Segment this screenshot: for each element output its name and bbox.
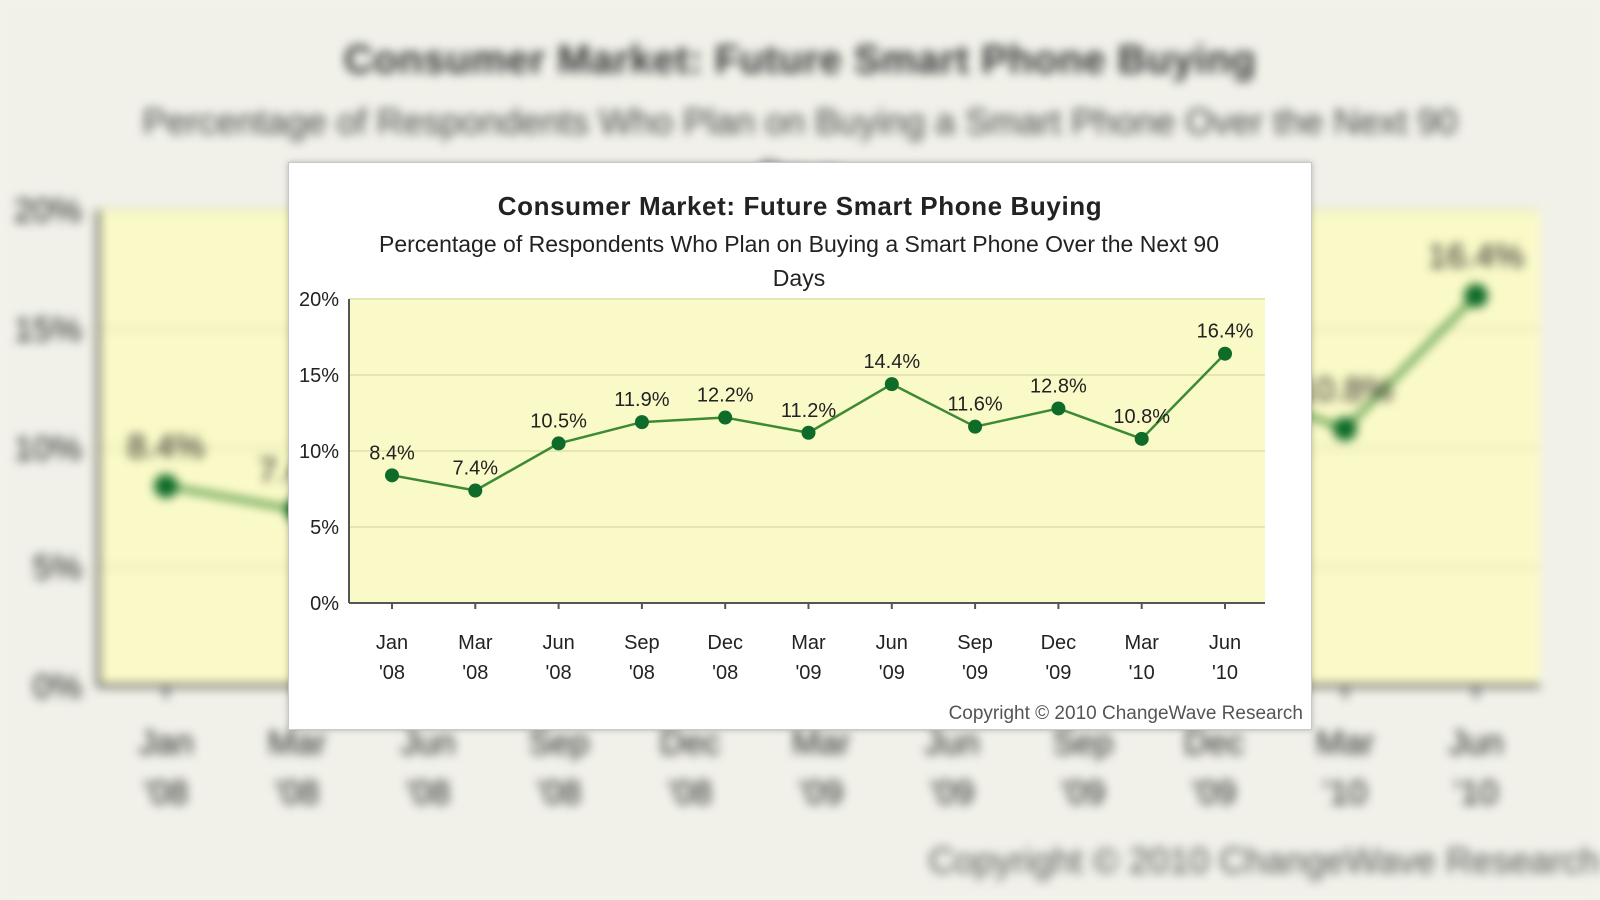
backdrop-subtitle: Percentage of Respondents Who Plan on Bu… bbox=[142, 101, 1458, 194]
x-tick-label-year: '08 bbox=[546, 662, 572, 684]
chart-title: Consumer Market: Future Smart Phone Buyi… bbox=[497, 191, 1103, 221]
backdrop-y-tick-label: 0% bbox=[33, 668, 82, 706]
backdrop-x-tick-label-year: '08 bbox=[406, 774, 450, 812]
data-point bbox=[1051, 401, 1066, 416]
backdrop-x-tick-label-month: Jun bbox=[401, 724, 456, 762]
data-label: 10.5% bbox=[530, 410, 587, 432]
y-tick-label: 5% bbox=[310, 517, 339, 539]
data-label: 16.4% bbox=[1197, 321, 1254, 343]
x-tick-label-month: Jun bbox=[1209, 632, 1241, 654]
chart-subtitle: Percentage of Respondents Who Plan on Bu… bbox=[379, 231, 1219, 291]
x-tick-label-month: Mar bbox=[791, 632, 826, 654]
backdrop-data-point bbox=[154, 474, 178, 499]
x-tick-label-year: '09 bbox=[1045, 662, 1071, 684]
x-tick-label-month: Dec bbox=[1041, 632, 1077, 654]
data-label: 12.2% bbox=[697, 385, 754, 407]
backdrop-x-tick-label-year: '09 bbox=[1192, 774, 1236, 812]
x-tick-label-month: Jan bbox=[376, 632, 408, 654]
chart-card: Consumer Market: Future Smart Phone Buyi… bbox=[288, 162, 1312, 730]
backdrop-y-tick-label: 15% bbox=[14, 311, 82, 349]
data-point bbox=[468, 483, 483, 498]
x-tick-label-year: '08 bbox=[379, 662, 405, 684]
backdrop-x-tick-label-month: Jan bbox=[139, 724, 194, 762]
backdrop-x-tick-label-month: Dec bbox=[660, 724, 720, 762]
x-tick-label-year: '08 bbox=[712, 662, 738, 684]
backdrop-y-tick-label: 20% bbox=[14, 192, 82, 230]
backdrop-x-tick-label-year: '08 bbox=[537, 774, 581, 812]
x-tick-label-month: Sep bbox=[957, 632, 993, 654]
backdrop-x-tick-label-month: Mar bbox=[268, 724, 327, 762]
backdrop-x-tick-label-month: Sep bbox=[529, 724, 590, 762]
x-tick-label-year: '09 bbox=[962, 662, 988, 684]
data-point bbox=[1218, 346, 1232, 361]
y-tick-label: 0% bbox=[310, 593, 339, 615]
backdrop-x-tick-label-year: '08 bbox=[668, 774, 712, 812]
backdrop-x-tick-label-month: Mar bbox=[792, 724, 851, 762]
backdrop-data-label: 8.4% bbox=[127, 428, 205, 466]
data-point bbox=[385, 468, 399, 483]
backdrop-data-label: 16.4% bbox=[1428, 238, 1524, 276]
x-tick-label-year: '10 bbox=[1212, 662, 1238, 684]
data-label: 7.4% bbox=[453, 458, 499, 480]
backdrop-x-tick-label-month: Mar bbox=[1316, 724, 1375, 762]
x-tick-label-month: Jun bbox=[542, 632, 574, 654]
backdrop-y-tick-label: 10% bbox=[14, 430, 82, 468]
backdrop-x-tick-label-month: Dec bbox=[1184, 724, 1244, 762]
backdrop-x-tick-label-year: '10 bbox=[1323, 774, 1367, 812]
data-point bbox=[801, 425, 816, 440]
data-label: 14.4% bbox=[863, 351, 920, 373]
x-tick-label-year: '08 bbox=[629, 662, 655, 684]
chart-copyright: Copyright © 2010 ChangeWave Research bbox=[948, 703, 1303, 724]
data-label: 12.8% bbox=[1030, 375, 1087, 397]
line-chart: 0% 5% 10% 15% 20% Jan '08 Mar '08 Jun '08 Sep '08 Dec… bbox=[299, 289, 1265, 684]
backdrop-x-tick-label-year: '09 bbox=[930, 774, 974, 812]
y-tick-label: 20% bbox=[299, 289, 339, 311]
data-point bbox=[718, 410, 733, 425]
x-tick-label-month: Mar bbox=[1124, 632, 1159, 654]
backdrop-data-point bbox=[1464, 283, 1488, 308]
data-point bbox=[634, 415, 649, 430]
backdrop-title: Consumer Market: Future Smart Phone Buyi… bbox=[343, 38, 1257, 82]
x-tick-label-year: '09 bbox=[795, 662, 821, 684]
backdrop-x-tick-label-year: '08 bbox=[144, 774, 188, 812]
data-point bbox=[551, 436, 566, 451]
y-tick-label: 15% bbox=[299, 365, 339, 387]
x-tick-label-month: Jun bbox=[876, 632, 908, 654]
y-tick-label: 10% bbox=[299, 441, 339, 463]
backdrop-x-tick-label-year: '09 bbox=[799, 774, 843, 812]
x-tick-label-year: '10 bbox=[1129, 662, 1155, 684]
x-tick-label-month: Mar bbox=[458, 632, 493, 654]
data-label: 11.6% bbox=[947, 394, 1002, 416]
data-point bbox=[1134, 431, 1149, 446]
backdrop-x-tick-label-year: '10 bbox=[1454, 774, 1498, 812]
backdrop-x-tick-label-year: '08 bbox=[275, 774, 319, 812]
data-label: 11.9% bbox=[614, 389, 669, 411]
backdrop-x-tick-label-month: Sep bbox=[1053, 724, 1114, 762]
data-label: 11.2% bbox=[781, 400, 836, 422]
backdrop-data-point bbox=[1333, 416, 1357, 441]
backdrop-x-tick-label-year: '09 bbox=[1061, 774, 1105, 812]
backdrop-x-tick-label-month: Jun bbox=[1449, 724, 1504, 762]
backdrop-data-label: 10.8% bbox=[1297, 371, 1393, 409]
backdrop-copyright: Copyright © 2010 ChangeWave Research bbox=[928, 840, 1600, 881]
backdrop-y-tick-label: 5% bbox=[33, 549, 82, 587]
x-tick-label-year: '08 bbox=[462, 662, 488, 684]
data-label: 10.8% bbox=[1113, 406, 1170, 428]
x-tick-label-month: Dec bbox=[707, 632, 743, 654]
x-tick-label-month: Sep bbox=[624, 632, 660, 654]
x-tick-label-year: '09 bbox=[879, 662, 905, 684]
data-point bbox=[884, 377, 899, 392]
backdrop-x-tick-label-month: Jun bbox=[925, 724, 980, 762]
data-label: 8.4% bbox=[369, 442, 415, 464]
data-point bbox=[968, 419, 983, 434]
